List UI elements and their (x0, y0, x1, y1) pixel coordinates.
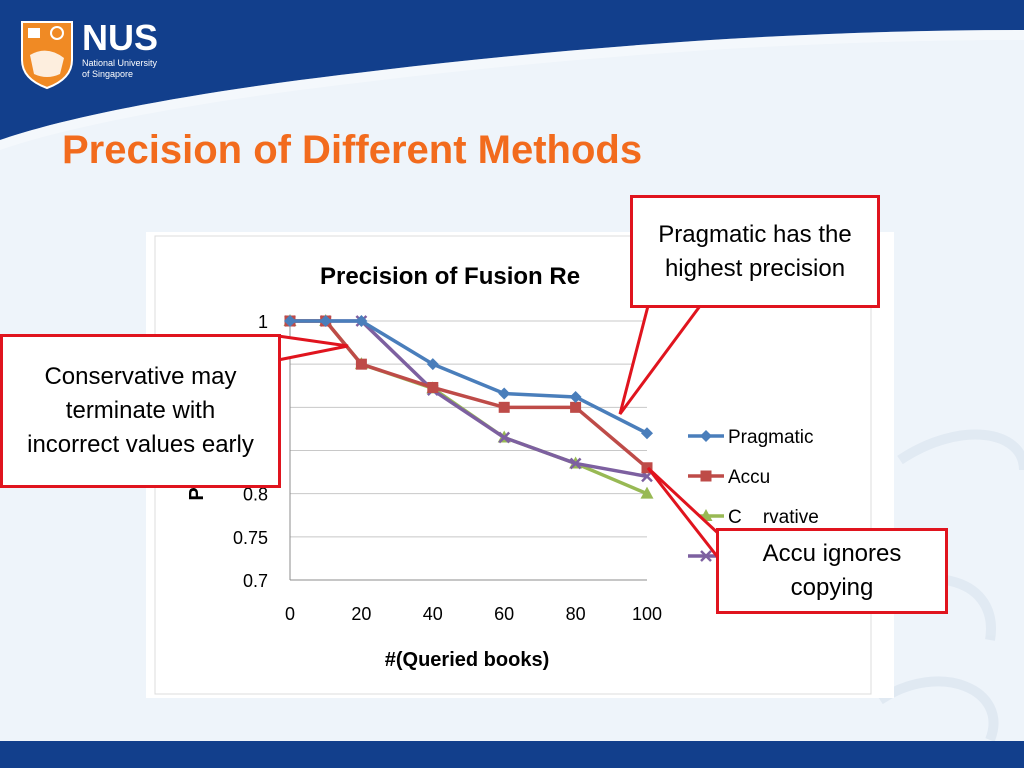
crest-lion-icon (30, 50, 64, 77)
data-point-pragmatic (319, 315, 332, 327)
y-tick-label: 0.75 (233, 528, 268, 548)
data-point-accu (570, 401, 582, 413)
legend-swatch-marker (700, 430, 712, 442)
chart-title: Precision of Fusion Re (320, 263, 580, 290)
data-point-pragmatic (426, 358, 439, 371)
data-point-accu (427, 381, 439, 393)
data-point-pragmatic (569, 390, 582, 403)
x-tick-label: 80 (566, 604, 586, 624)
y-tick-label: 1 (258, 312, 268, 332)
y-tick-label: 0.7 (243, 571, 268, 591)
x-tick-label: 100 (632, 604, 662, 624)
accu-callout-text: Accu ignores copying (762, 540, 902, 601)
data-point-unlabeled (498, 431, 511, 444)
slide-title: Precision of Different Methods (62, 128, 643, 172)
accu-callout: Accu ignores copying (716, 528, 948, 614)
logo-subtitle-line2: of Singapore (82, 69, 133, 79)
x-tick-label: 60 (494, 604, 514, 624)
legend-label: Accu (728, 467, 770, 488)
legend-swatch-marker-stroke (700, 550, 712, 562)
crest-ring-icon (50, 26, 64, 40)
y-axis-label: P (186, 487, 208, 500)
data-point-accu (355, 358, 367, 370)
data-point-pragmatic (498, 387, 511, 400)
data-point-unlabeled-stroke (498, 431, 511, 444)
footer-band (0, 741, 1024, 768)
chart-legend: Pragmatic Accu C rvative (688, 427, 819, 562)
chart-axes: 0.7 0.75 0.8 1 0 20 40 60 80 100 (233, 312, 662, 624)
data-point-unlabeled-stroke (569, 457, 582, 470)
logo-name: NUS (82, 17, 158, 58)
legend-swatch-marker (700, 550, 712, 562)
header-band (0, 0, 1024, 140)
pragmatic-callout-text: Pragmatic has the highest precision (658, 220, 852, 282)
data-point-accu (641, 462, 653, 474)
data-point-unlabeled (569, 457, 582, 470)
pragmatic-callout: Pragmatic has the highest precision (630, 195, 880, 308)
x-tick-label: 40 (423, 604, 443, 624)
nus-logo: NUS National University of Singapore (21, 17, 158, 90)
legend-label: Pragmatic (728, 427, 814, 448)
crest-book-icon (28, 28, 40, 38)
legend-label: C rvative (728, 507, 819, 528)
x-tick-label: 20 (351, 604, 371, 624)
data-point-conservative (640, 486, 654, 499)
conservative-callout: Conservative may terminate with incorrec… (0, 334, 281, 488)
conservative-callout-text: Conservative may terminate with incorrec… (27, 363, 254, 458)
data-point-pragmatic (641, 427, 653, 440)
logo-subtitle-line1: National University (82, 58, 158, 68)
data-point-pragmatic (284, 315, 296, 327)
chart-series (283, 314, 654, 499)
x-tick-label: 0 (285, 604, 295, 624)
data-point-pragmatic (355, 315, 368, 327)
x-axis-label: #(Queried books) (385, 649, 549, 671)
legend-swatch-marker (700, 470, 712, 482)
data-point-accu (498, 401, 510, 413)
y-tick-label: 0.8 (243, 485, 268, 505)
